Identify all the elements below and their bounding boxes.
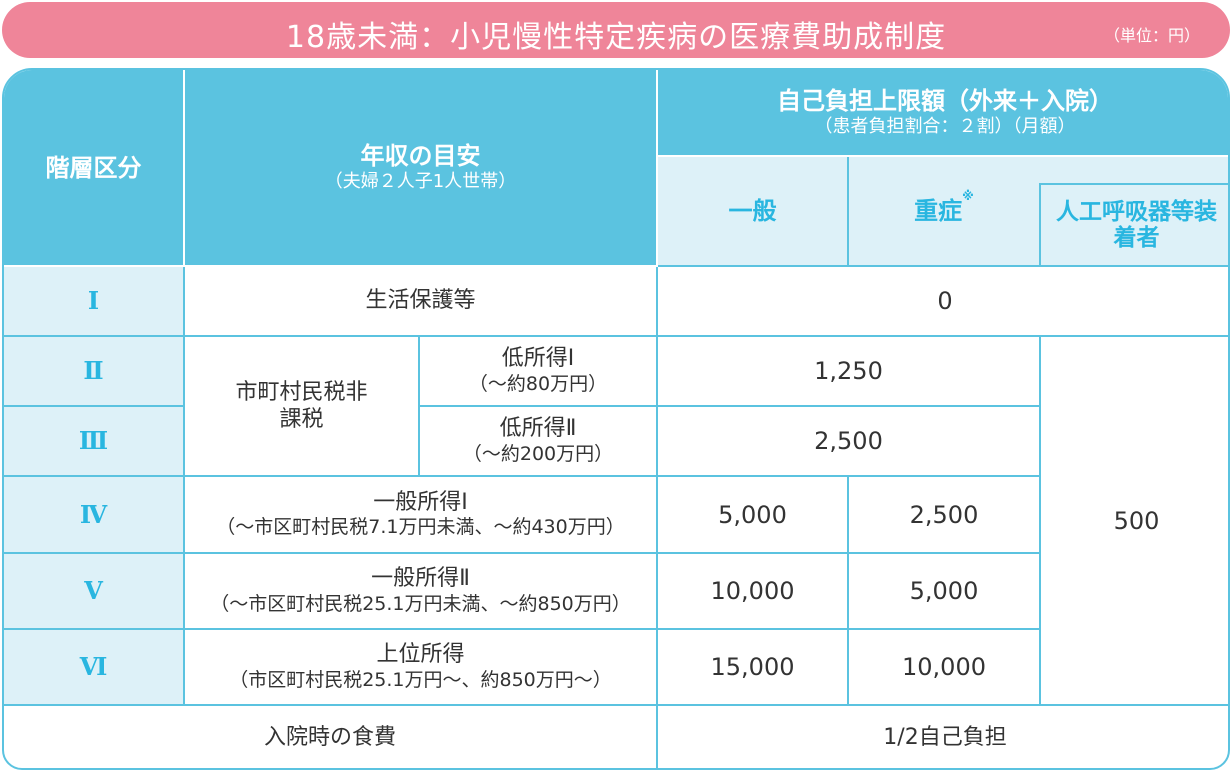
header-severe-label: 重症 (914, 197, 963, 225)
value-label: 5,000 (718, 500, 787, 529)
header-ventilator: 人工呼吸器等装着者 (1039, 183, 1228, 267)
tier-label: Ⅲ (78, 426, 109, 455)
income-note: （市区町村民税25.1万円～、約850万円～） (229, 668, 612, 691)
income-group-cell: 市町村民税非課税 (185, 337, 420, 477)
value-cell: 0 (658, 267, 1228, 337)
income-label: 低所得Ⅰ (501, 346, 575, 372)
header-general: 一般 (658, 157, 849, 267)
value-label: 10,000 (902, 653, 986, 681)
value-label: 15,000 (710, 653, 795, 681)
income-group-label: 市町村民税非課税 (235, 379, 368, 433)
tier-cell: Ⅴ (4, 554, 185, 630)
header-limit-note: （患者負担割合：２割）（月額） (814, 116, 1076, 138)
header-income: 年収の目安 （夫婦２人子1人世帯） (185, 70, 658, 267)
tier-cell: Ⅰ (4, 267, 185, 337)
income-label: 上位所得 (376, 642, 465, 668)
income-cell: 一般所得Ⅰ （～市区町村民税7.1万円未満、～約430万円） (185, 477, 658, 554)
value-label: 0 (937, 287, 953, 315)
tier-cell: Ⅱ (4, 337, 185, 407)
severe-note-mark: ※ (962, 189, 974, 203)
income-label: 一般所得Ⅱ (371, 566, 470, 592)
header-tier: 階層区分 (4, 70, 185, 267)
value-label: 5,000 (909, 577, 979, 605)
meal-value-cell: 1/2自己負担 (658, 706, 1228, 768)
header-general-label: 一般 (728, 197, 777, 225)
tier-label: Ⅵ (79, 652, 108, 681)
page-title: 18歳未満：小児慢性特定疾病の医療費助成制度 (285, 20, 947, 55)
general-value-cell: 15,000 (658, 630, 849, 706)
unit-label: （単位：円） (1103, 26, 1200, 45)
income-cell: 生活保護等 (185, 267, 658, 337)
income-note: （～約200万円） (462, 442, 614, 465)
value-cell: 1,250 (658, 337, 1041, 407)
value-cell: 2,500 (658, 407, 1041, 477)
tier-cell: Ⅵ (4, 630, 185, 706)
tier-label: Ⅱ (83, 356, 104, 385)
income-note: （～市区町村民税7.1万円未満、～約430万円） (216, 516, 625, 539)
meal-label: 入院時の食費 (263, 725, 396, 751)
income-cell: 一般所得Ⅱ （～市区町村民税25.1万円未満、～約850万円） (185, 554, 658, 630)
subsidy-table: 階層区分 年収の目安 （夫婦２人子1人世帯） 自己負担上限額（外来＋入院） （患… (2, 68, 1230, 770)
income-cell: 低所得Ⅰ （～約80万円） (420, 337, 658, 407)
income-label: 生活保護等 (365, 288, 476, 314)
income-label: 低所得Ⅱ (499, 416, 577, 442)
value-label: 500 (1113, 506, 1160, 535)
income-cell: 低所得Ⅱ （～約200万円） (420, 407, 658, 477)
tier-label: Ⅴ (84, 576, 103, 605)
ventilator-value-cell: 500 (1041, 337, 1228, 706)
value-label: 1,250 (814, 357, 883, 385)
severe-value-cell: 5,000 (849, 554, 1041, 630)
income-note: （～市区町村民税25.1万円未満、～約850万円） (210, 592, 631, 615)
value-label: 2,500 (814, 427, 883, 455)
value-label: 2,500 (909, 500, 979, 529)
header-limit-label: 自己負担上限額（外来＋入院） (777, 87, 1113, 116)
value-label: 10,000 (710, 577, 795, 605)
tier-cell: Ⅳ (4, 477, 185, 554)
header-limit: 自己負担上限額（外来＋入院） （患者負担割合：２割）（月額） (658, 70, 1228, 157)
tier-label: Ⅳ (79, 499, 108, 529)
severe-value-cell: 10,000 (849, 630, 1041, 706)
header-income-label: 年収の目安 (360, 142, 481, 171)
general-value-cell: 5,000 (658, 477, 849, 554)
header-income-note: （夫婦２人子1人世帯） (324, 171, 517, 193)
header-ventilator-label: 人工呼吸器等装着者 (1056, 198, 1217, 251)
general-value-cell: 10,000 (658, 554, 849, 630)
severe-value-cell: 2,500 (849, 477, 1041, 554)
header-tier-label: 階層区分 (45, 153, 142, 182)
income-label: 一般所得Ⅰ (373, 489, 468, 515)
income-note: （～約80万円） (468, 372, 608, 395)
title-bar: 18歳未満：小児慢性特定疾病の医療費助成制度 （単位：円） (2, 2, 1230, 58)
meal-label-cell: 入院時の食費 (4, 706, 658, 768)
income-cell: 上位所得 （市区町村民税25.1万円～、約850万円～） (185, 630, 658, 706)
meal-value: 1/2自己負担 (883, 725, 1007, 751)
tier-cell: Ⅲ (4, 407, 185, 477)
tier-label: Ⅰ (87, 286, 100, 315)
